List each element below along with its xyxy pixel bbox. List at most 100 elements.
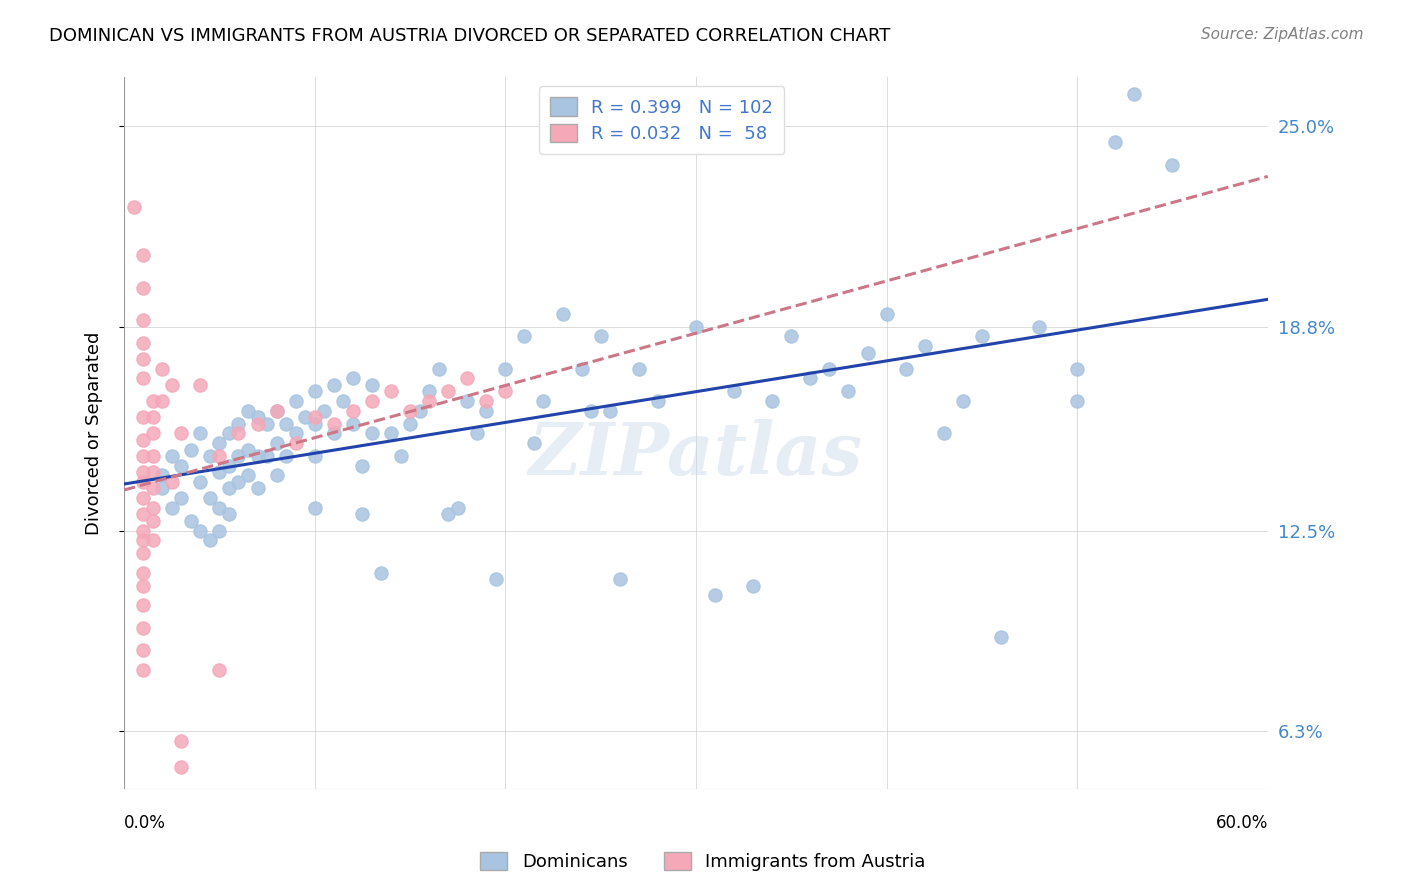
Point — [236, 468, 259, 483]
Point — [780, 329, 803, 343]
Point — [856, 345, 879, 359]
Text: DOMINICAN VS IMMIGRANTS FROM AUSTRIA DIVORCED OR SEPARATED CORRELATION CHART: DOMINICAN VS IMMIGRANTS FROM AUSTRIA DIV… — [49, 27, 890, 45]
Point — [190, 475, 212, 489]
Point — [266, 468, 288, 483]
Point — [1066, 361, 1088, 376]
Point — [160, 475, 183, 489]
Legend: Dominicans, Immigrants from Austria: Dominicans, Immigrants from Austria — [474, 845, 932, 879]
Point — [571, 361, 593, 376]
Point — [132, 598, 155, 612]
Point — [198, 449, 221, 463]
Point — [132, 433, 155, 447]
Point — [208, 449, 231, 463]
Point — [190, 524, 212, 538]
Y-axis label: Divorced or Separated: Divorced or Separated — [86, 332, 103, 535]
Point — [198, 533, 221, 548]
Point — [180, 514, 202, 528]
Point — [160, 805, 183, 819]
Point — [170, 458, 193, 473]
Point — [170, 426, 193, 441]
Point — [1028, 319, 1050, 334]
Point — [599, 404, 621, 418]
Point — [389, 449, 412, 463]
Point — [609, 572, 631, 586]
Point — [551, 307, 574, 321]
Point — [322, 417, 344, 431]
Point — [380, 384, 402, 399]
Point — [685, 319, 707, 334]
Point — [132, 410, 155, 425]
Point — [437, 508, 460, 522]
Point — [456, 394, 478, 409]
Point — [361, 394, 384, 409]
Point — [494, 361, 516, 376]
Point — [160, 500, 183, 515]
Point — [990, 630, 1012, 644]
Point — [399, 404, 422, 418]
Point — [332, 394, 354, 409]
Point — [799, 371, 821, 385]
Point — [894, 361, 917, 376]
Point — [236, 404, 259, 418]
Point — [132, 621, 155, 635]
Point — [246, 449, 269, 463]
Point — [218, 508, 240, 522]
Point — [456, 371, 478, 385]
Point — [142, 465, 165, 479]
Point — [208, 524, 231, 538]
Point — [1104, 135, 1126, 149]
Point — [208, 500, 231, 515]
Point — [228, 449, 250, 463]
Point — [761, 394, 783, 409]
Point — [170, 491, 193, 505]
Point — [190, 377, 212, 392]
Point — [485, 572, 508, 586]
Point — [418, 384, 440, 399]
Point — [132, 663, 155, 677]
Point — [475, 394, 498, 409]
Point — [304, 500, 326, 515]
Point — [142, 394, 165, 409]
Text: 60.0%: 60.0% — [1215, 814, 1268, 832]
Point — [132, 465, 155, 479]
Legend: R = 0.399   N = 102, R = 0.032   N =  58: R = 0.399 N = 102, R = 0.032 N = 58 — [538, 87, 785, 154]
Point — [132, 491, 155, 505]
Point — [132, 643, 155, 657]
Point — [218, 458, 240, 473]
Point — [236, 442, 259, 457]
Point — [132, 313, 155, 327]
Point — [218, 426, 240, 441]
Point — [160, 449, 183, 463]
Point — [818, 361, 841, 376]
Point — [427, 361, 450, 376]
Point — [132, 524, 155, 538]
Point — [304, 449, 326, 463]
Point — [228, 475, 250, 489]
Point — [475, 404, 498, 418]
Point — [150, 394, 173, 409]
Point — [132, 351, 155, 366]
Point — [180, 442, 202, 457]
Point — [266, 404, 288, 418]
Point — [266, 404, 288, 418]
Point — [361, 377, 384, 392]
Point — [533, 394, 555, 409]
Point — [284, 436, 307, 450]
Point — [190, 426, 212, 441]
Point — [342, 371, 364, 385]
Point — [361, 426, 384, 441]
Point — [914, 339, 936, 353]
Point — [399, 417, 422, 431]
Point — [218, 482, 240, 496]
Point — [132, 475, 155, 489]
Point — [256, 449, 278, 463]
Text: 0.0%: 0.0% — [124, 814, 166, 832]
Point — [284, 426, 307, 441]
Point — [228, 417, 250, 431]
Point — [1123, 87, 1146, 101]
Point — [314, 404, 336, 418]
Point — [970, 329, 993, 343]
Point — [352, 458, 374, 473]
Point — [447, 500, 470, 515]
Point — [304, 410, 326, 425]
